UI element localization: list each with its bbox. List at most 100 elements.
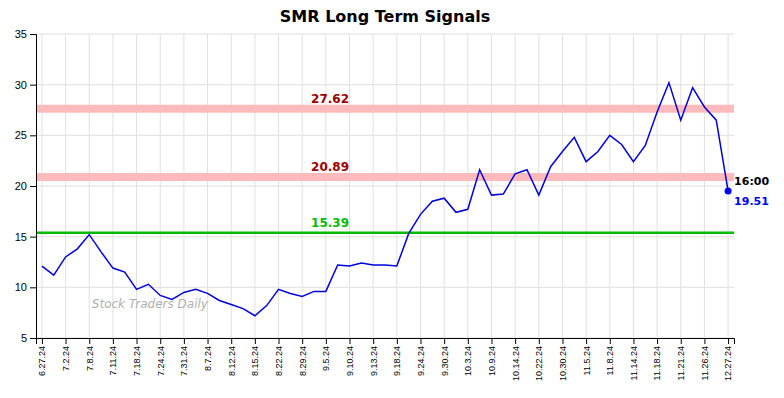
y-tick-mark	[30, 237, 36, 238]
grid-line-y	[36, 135, 734, 136]
x-tick-label: 10.30.24	[558, 346, 568, 381]
x-tick-label: 8.12.24	[227, 346, 237, 376]
x-tick-label: 7.24.24	[156, 346, 166, 376]
grid-line-x	[207, 34, 208, 338]
y-tick-mark	[30, 85, 36, 86]
x-tick: 11.14.24	[629, 338, 639, 380]
y-tick: 5	[21, 332, 36, 344]
watermark: Stock Traders Daily	[92, 297, 209, 311]
x-tick: 7.24.24	[156, 338, 166, 376]
x-tick-mark	[562, 338, 563, 344]
x-tick: 10.3.24	[463, 338, 473, 376]
grid-line-x	[302, 34, 303, 338]
x-tick-label: 8.7.24	[203, 346, 213, 371]
x-tick: 9.18.24	[392, 338, 402, 376]
x-tick: 8.22.24	[274, 338, 284, 376]
y-tick: 35	[15, 28, 36, 40]
x-tick-label: 8.29.24	[298, 346, 308, 376]
x-tick-mark	[681, 338, 682, 344]
y-tick: 30	[15, 79, 36, 91]
x-tick-label: 11.8.24	[605, 346, 615, 375]
grid-line-x	[112, 34, 113, 338]
x-tick-mark	[279, 338, 280, 344]
y-tick-mark	[30, 287, 36, 288]
x-tick-mark	[42, 338, 43, 344]
x-tick-mark	[160, 338, 161, 344]
grid-line-x	[515, 34, 516, 338]
x-tick-mark	[704, 338, 705, 344]
marks	[36, 83, 734, 316]
x-tick-mark	[255, 338, 256, 344]
x-tick-label: 8.22.24	[274, 346, 284, 376]
x-tick: 9.10.24	[345, 338, 355, 376]
y-tick-label: 25	[15, 129, 27, 141]
grid-line-x	[538, 34, 539, 338]
x-tick-label: 11.21.24	[676, 346, 686, 380]
x-tick-label: 7.18.24	[132, 346, 142, 376]
x-tick: 10.22.24	[534, 338, 544, 381]
y-tick-mark	[30, 338, 36, 339]
grid-line-x	[704, 34, 705, 338]
y-axis: 5 10 15 20 25 30 35	[15, 28, 37, 344]
x-tick-label: 9.24.24	[416, 346, 426, 376]
y-tick-label: 15	[15, 231, 27, 243]
y-tick-label: 30	[15, 79, 27, 91]
y-tick-mark	[30, 186, 36, 187]
x-tick: 9.24.24	[416, 338, 426, 376]
level-label: 20.89	[311, 160, 349, 174]
x-tick-mark	[420, 338, 421, 344]
x-tick: 10.9.24	[487, 338, 497, 376]
x-tick-mark	[89, 338, 90, 344]
plot-area: 27.6220.8915.3916:0019.516.27.247.2.247.…	[15, 28, 770, 381]
y-tick-label: 10	[15, 281, 27, 293]
x-tick-label: 7.8.24	[85, 346, 95, 371]
x-tick-mark	[586, 338, 587, 344]
x-tick: 11.26.24	[700, 338, 710, 380]
x-tick: 9.5.24	[321, 338, 331, 371]
grid-line-x	[633, 34, 634, 338]
grid-line-x	[325, 34, 326, 338]
grid-line-x	[254, 34, 255, 338]
grid-line-x	[657, 34, 658, 338]
x-tick-label: 7.11.24	[108, 346, 118, 375]
x-tick-mark	[184, 338, 185, 344]
grid-line-y	[36, 186, 734, 187]
y-tick-label: 20	[15, 180, 27, 192]
grid-line-y	[36, 236, 734, 237]
end-point	[725, 187, 732, 194]
x-tick-label: 10.3.24	[463, 346, 473, 376]
end-label: 19.51	[734, 195, 769, 208]
grid-line-x	[160, 34, 161, 338]
x-tick-label: 10.9.24	[487, 346, 497, 376]
x-tick: 7.18.24	[132, 338, 142, 376]
x-tick-label: 9.30.24	[440, 346, 450, 376]
x-tick-label: 10.22.24	[534, 346, 544, 381]
x-tick: 10.14.24	[511, 338, 521, 381]
x-tick: 11.8.24	[605, 338, 615, 375]
grid-line-x	[373, 34, 374, 338]
y-tick: 25	[15, 129, 36, 141]
x-tick: 9.30.24	[440, 338, 450, 376]
x-tick-mark	[66, 338, 67, 344]
x-tick: 10.30.24	[558, 338, 568, 381]
x-tick-label: 11.14.24	[629, 346, 639, 380]
grid-line-x	[349, 34, 350, 338]
level-line	[36, 173, 734, 181]
x-tick-label: 8.15.24	[250, 346, 260, 376]
axis-line	[30, 35, 37, 339]
grid-line-x	[609, 34, 610, 338]
grid	[36, 34, 734, 338]
x-tick-label: 9.5.24	[321, 346, 331, 371]
grid-line-x	[420, 34, 421, 338]
x-tick-label: 10.14.24	[511, 346, 521, 381]
y-tick: 10	[15, 281, 36, 293]
x-tick-label: 9.13.24	[369, 346, 379, 376]
grid-line-x	[491, 34, 492, 338]
x-tick: 8.15.24	[250, 338, 260, 376]
grid-line-x	[680, 34, 681, 338]
x-tick-mark	[728, 338, 729, 344]
x-tick-mark	[373, 338, 374, 344]
axis-line	[37, 339, 735, 345]
x-axis: 6.27.247.2.247.8.247.11.247.18.247.24.24…	[37, 338, 735, 381]
x-tick-label: 11.18.24	[652, 346, 662, 380]
